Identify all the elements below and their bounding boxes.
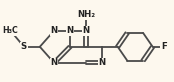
Text: N: N xyxy=(82,26,89,35)
Text: NH₂: NH₂ xyxy=(77,10,95,19)
Text: N: N xyxy=(98,58,105,67)
Text: H₃C: H₃C xyxy=(3,26,18,35)
Text: N: N xyxy=(51,58,58,67)
Text: S: S xyxy=(21,42,27,51)
Text: F: F xyxy=(161,42,167,51)
Text: N: N xyxy=(51,26,58,35)
Text: N: N xyxy=(66,26,74,35)
